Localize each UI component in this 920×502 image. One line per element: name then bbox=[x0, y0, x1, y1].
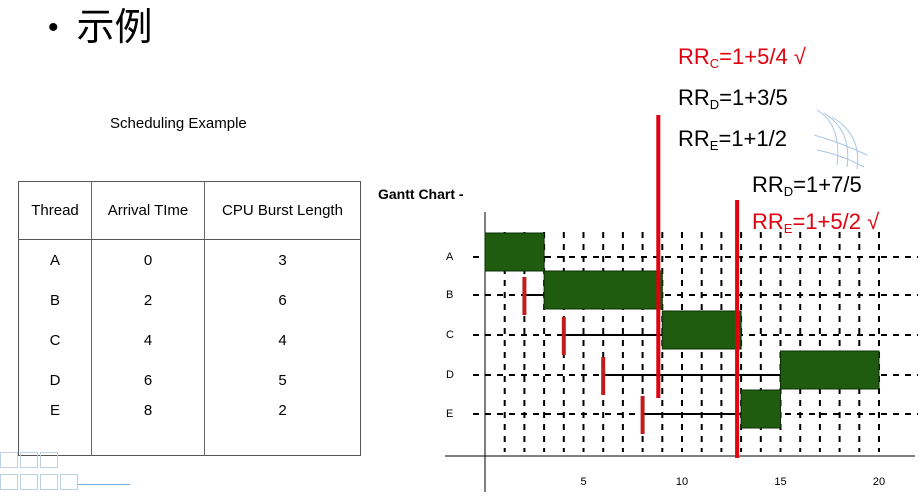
table-row: A 0 3 bbox=[18, 239, 361, 280]
gantt-tick-label: 5 bbox=[580, 476, 586, 488]
table-cell: B bbox=[18, 280, 92, 320]
ratio-rr-d-first: RRD=1+3/5 bbox=[678, 85, 788, 112]
title-bullet: • bbox=[48, 11, 59, 44]
table-cell: D bbox=[18, 360, 92, 400]
table-cell: 4 bbox=[278, 331, 287, 349]
column-header: Thread bbox=[18, 181, 92, 240]
decorative-sketch-icon bbox=[813, 109, 868, 170]
gantt-row-label: D bbox=[446, 369, 454, 381]
table-row: D 6 5 bbox=[18, 360, 361, 400]
gantt-row-label: E bbox=[446, 408, 453, 420]
gantt-run-bar bbox=[780, 350, 880, 390]
table-cell: 3 bbox=[278, 251, 287, 269]
gantt-row-label: C bbox=[446, 329, 454, 341]
title-text: 示例 bbox=[76, 7, 153, 49]
schedule-title: Scheduling Example bbox=[110, 115, 247, 132]
gantt-run-bar bbox=[543, 270, 663, 310]
table-row: E 8 2 bbox=[18, 400, 361, 456]
table-cell: E bbox=[18, 400, 92, 456]
schedule-table: Thread Arrival TIme CPU Burst Length A 0… bbox=[18, 181, 361, 456]
table-cell: A bbox=[18, 239, 92, 280]
gantt-run-bar bbox=[661, 310, 742, 350]
ratios-first: RRC=1+5/4 √ RRD=1+3/5 RRE=1+1/2 bbox=[678, 44, 806, 159]
table-cell: 8 bbox=[91, 400, 205, 456]
table-cell: 6 bbox=[278, 291, 287, 309]
slide-title: • 示例 bbox=[48, 6, 153, 53]
gantt-row-label: B bbox=[446, 289, 453, 301]
gantt-tick-label: 10 bbox=[676, 476, 688, 488]
gantt-row-label: A bbox=[446, 251, 454, 263]
table-row: B 2 6 bbox=[18, 280, 361, 320]
gantt-run-bar bbox=[740, 389, 781, 429]
table-cell: C bbox=[18, 320, 92, 360]
ratios-second: RRD=1+7/5 RRE=1+5/2 √ bbox=[752, 172, 879, 242]
gantt-tick-label: 20 bbox=[873, 476, 885, 488]
table-cell: 4 bbox=[91, 320, 205, 360]
table-cell: 2 bbox=[278, 402, 287, 419]
ratio-rr-d-second: RRD=1+7/5 bbox=[752, 172, 862, 199]
table-header-row: Thread Arrival TIme CPU Burst Length bbox=[18, 181, 361, 240]
column-header: Arrival TIme bbox=[91, 181, 205, 240]
ratio-rr-c-first: RRC=1+5/4 √ bbox=[678, 44, 806, 71]
table-cell: 0 bbox=[91, 239, 205, 280]
gantt-tick-label: 15 bbox=[774, 476, 786, 488]
gantt-label: Gantt Chart - bbox=[378, 186, 464, 202]
table-cell: 6 bbox=[91, 360, 205, 400]
ratio-rr-e-second: RRE=1+5/2 √ bbox=[752, 209, 880, 236]
table-cell: 5 bbox=[278, 371, 287, 389]
table-cell: 2 bbox=[91, 280, 205, 320]
ratio-rr-e-first: RRE=1+1/2 bbox=[678, 126, 787, 153]
column-header: CPU Burst Length bbox=[204, 181, 361, 240]
gantt-run-bar bbox=[484, 232, 545, 272]
table-row: C 4 4 bbox=[18, 320, 361, 360]
